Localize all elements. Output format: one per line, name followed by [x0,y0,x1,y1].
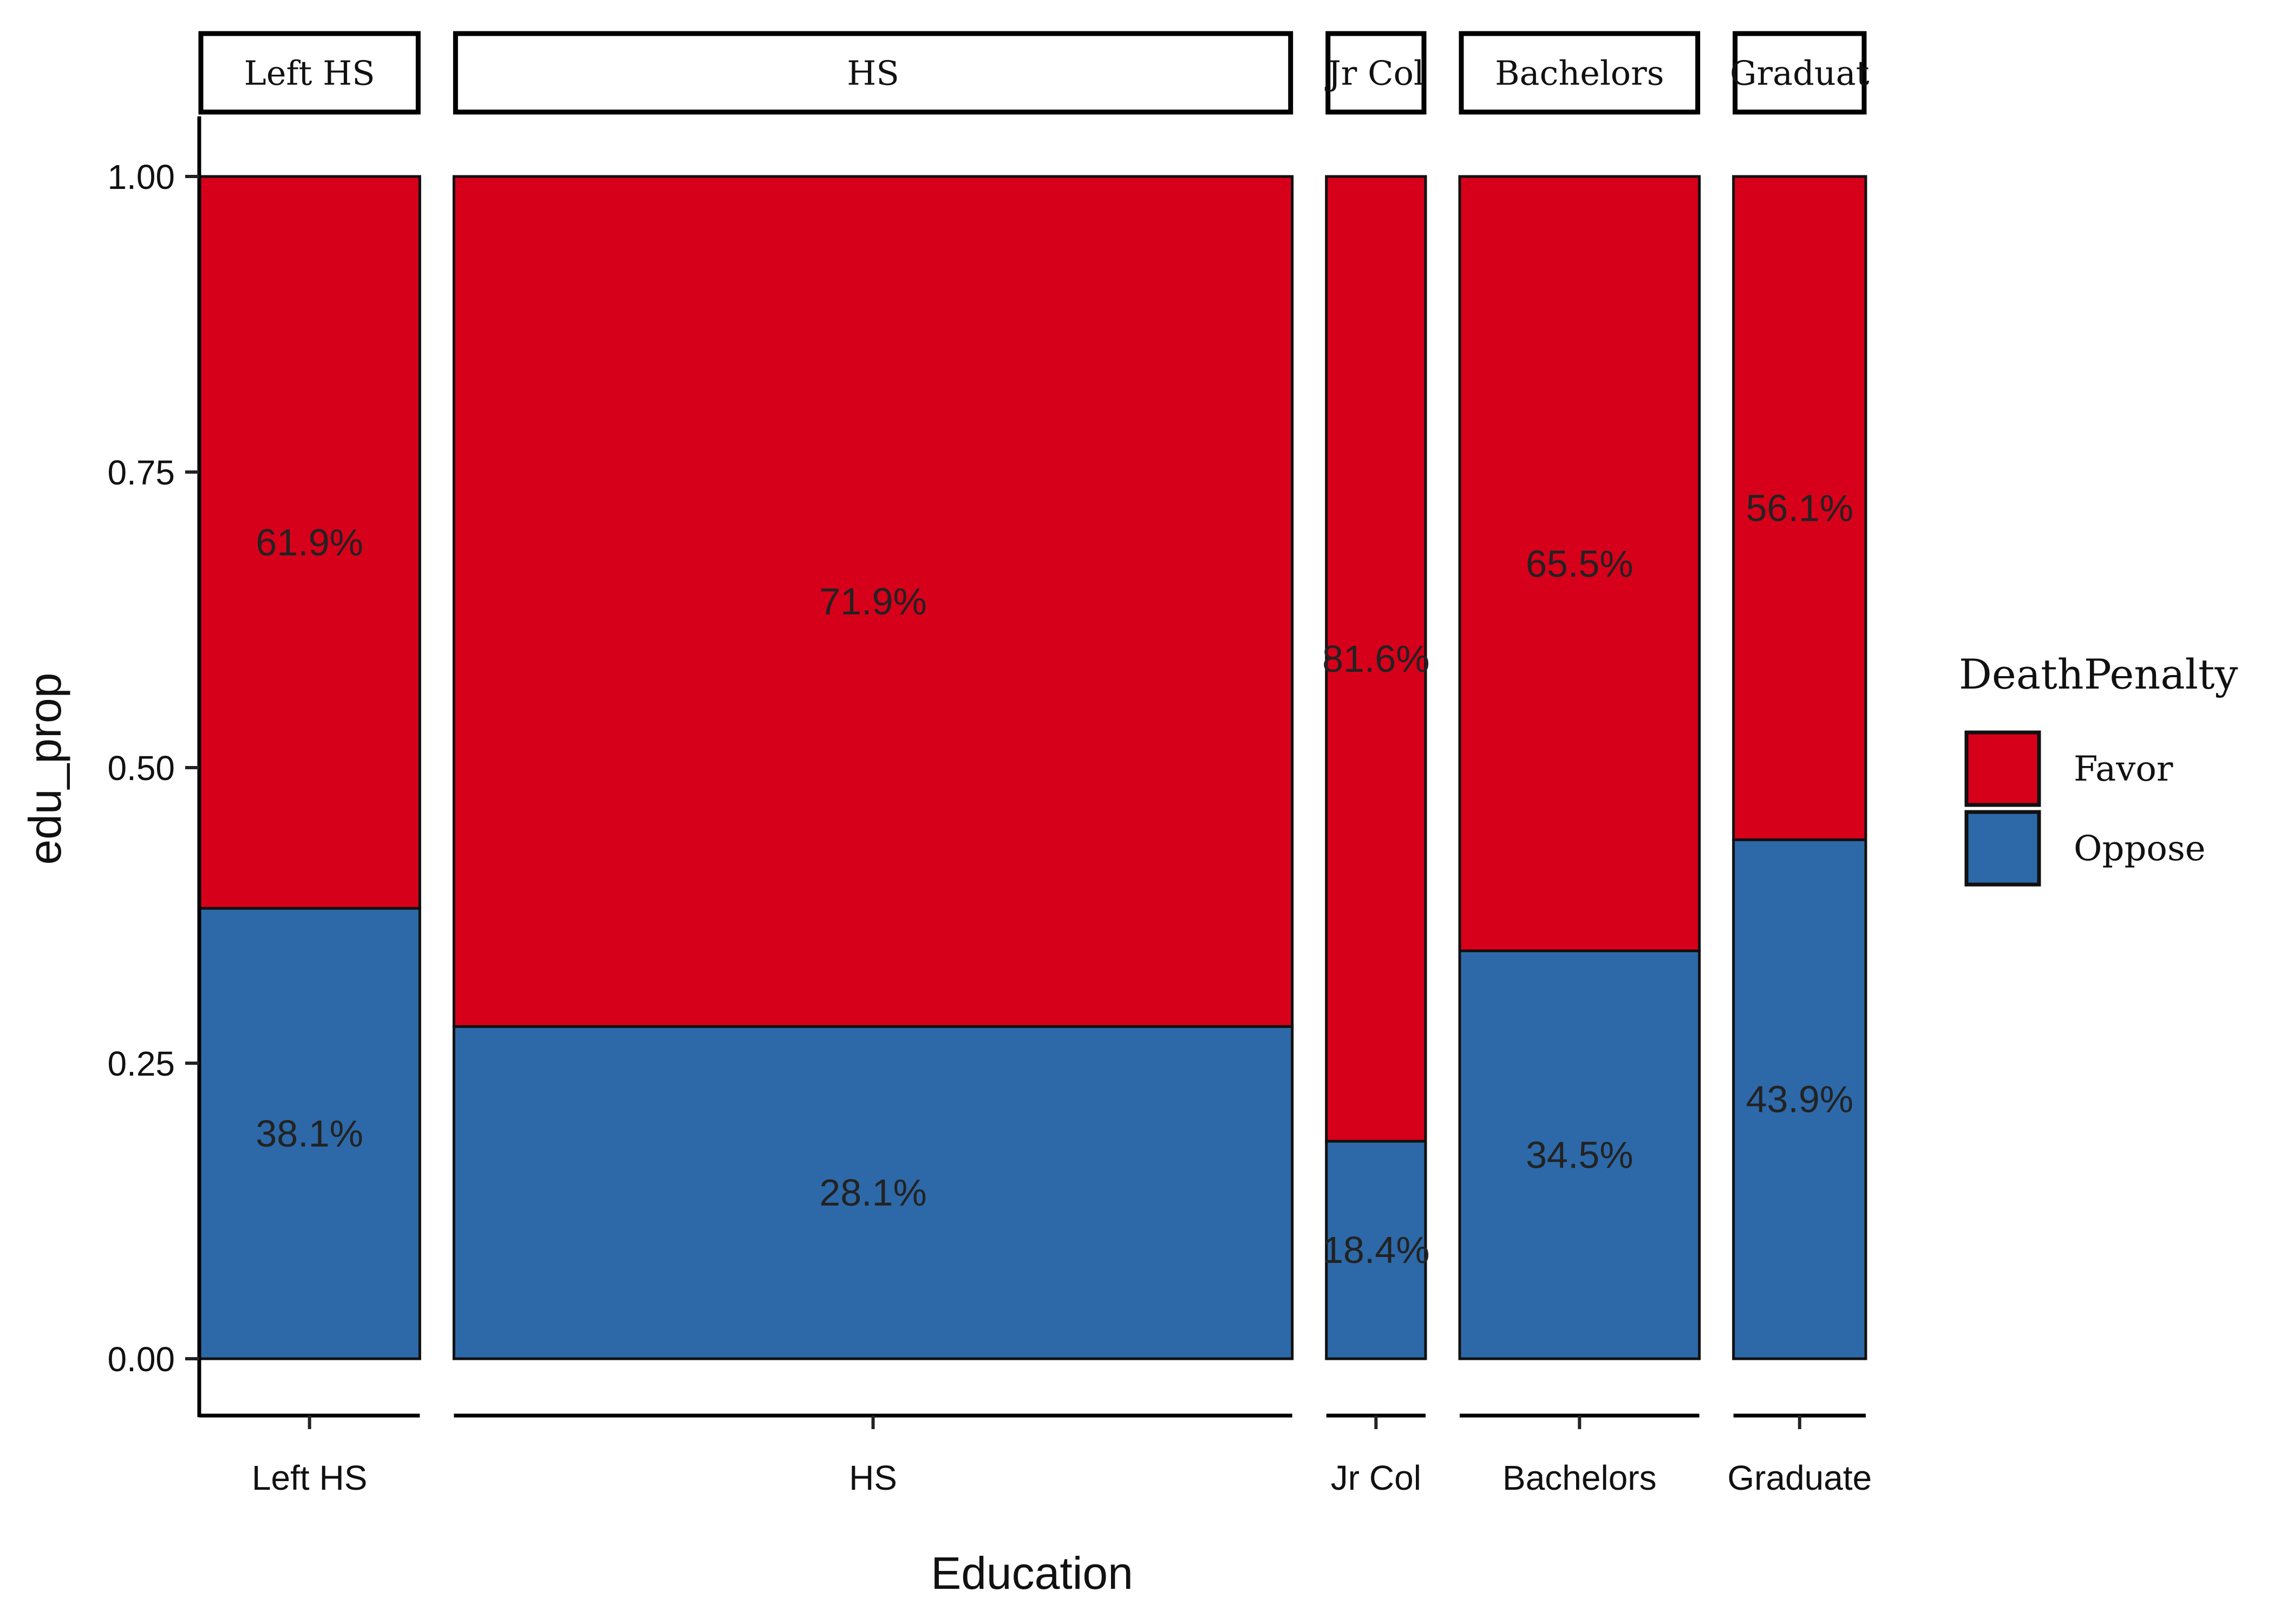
y-tick-label: 0.25 [107,1044,175,1083]
y-tick-label: 0.75 [107,453,175,492]
strip-label-graduate: Graduat [1730,54,1870,93]
y-tick-label: 0.50 [107,749,175,788]
strip-jr-col [1325,31,1427,115]
strip-hs [453,31,1293,115]
legend-label-favor: Favor [2074,749,2173,789]
bar-favor-jr-col [1325,175,1427,1143]
y-tick-label: 1.00 [107,158,175,197]
label-favor-hs: 71.9% [819,580,926,623]
bar-favor-graduate [1732,175,1867,841]
label-favor-graduate: 56.1% [1746,487,1853,529]
y-tick-label: 0.00 [107,1340,175,1379]
x-tick-label-left-hs: Left HS [252,1458,367,1497]
bar-oppose-bachelors [1458,949,1701,1360]
legend-key-oppose [1964,810,2041,887]
label-oppose-graduate: 43.9% [1746,1078,1853,1121]
label-favor-bachelors: 65.5% [1526,542,1633,585]
label-favor-left-hs: 61.9% [256,521,363,564]
strip-left-hs [198,31,421,115]
facet-hs: 71.9% 28.1% HS HS [452,31,1294,1497]
x-axis-title: Education [931,1548,1133,1599]
bar-favor-left-hs [198,175,421,910]
strip-label-bachelors: Bachelors [1495,54,1664,93]
label-oppose-jr-col: 18.4% [1322,1229,1429,1271]
strip-label-hs: HS [847,54,899,93]
strip-bachelors [1459,31,1701,115]
facet-left-hs: 61.9% 38.1% Left HS Left HS [198,31,421,1497]
bar-oppose-left-hs [198,907,421,1360]
x-tick-label-graduate: Graduate [1727,1458,1872,1497]
bar-oppose-jr-col [1325,1140,1427,1360]
legend-label-oppose: Oppose [2074,829,2206,869]
facet-bachelors: 65.5% 34.5% Bachelors Bachelors [1458,31,1701,1497]
bar-oppose-hs [452,1025,1294,1360]
label-favor-jr-col: 81.6% [1322,638,1429,680]
y-axis: 0.00 0.25 0.50 0.75 1.00 [107,116,201,1417]
legend-title: DeathPenalty [1959,650,2238,698]
strip-label-jr-col: Jr Col [1324,54,1424,93]
strip-label-left-hs: Left HS [244,54,375,93]
x-tick-label-jr-col: Jr Col [1331,1458,1421,1497]
x-tick-label-bachelors: Bachelors [1502,1458,1657,1497]
label-oppose-bachelors: 34.5% [1526,1134,1633,1176]
bar-favor-hs [452,175,1294,1028]
strip-graduate [1733,31,1867,115]
bar-favor-bachelors [1458,175,1701,953]
facet-panels: 61.9% 38.1% Left HS Left HS 71.9% 28.1% HS HS 81… [198,31,1872,1497]
facet-graduate: 56.1% 43.9% Graduat Graduate [1727,31,1872,1497]
x-tick-label-hs: HS [849,1458,897,1497]
label-oppose-left-hs: 38.1% [256,1112,363,1155]
legend: DeathPenalty Favor Oppose [1959,650,2238,887]
facet-jr-col: 81.6% 18.4% Jr Col Jr Col [1322,31,1430,1497]
y-axis-title: edu_prop [19,673,70,865]
bar-oppose-graduate [1732,838,1867,1360]
legend-key-favor [1964,730,2041,807]
label-oppose-hs: 28.1% [819,1171,926,1214]
